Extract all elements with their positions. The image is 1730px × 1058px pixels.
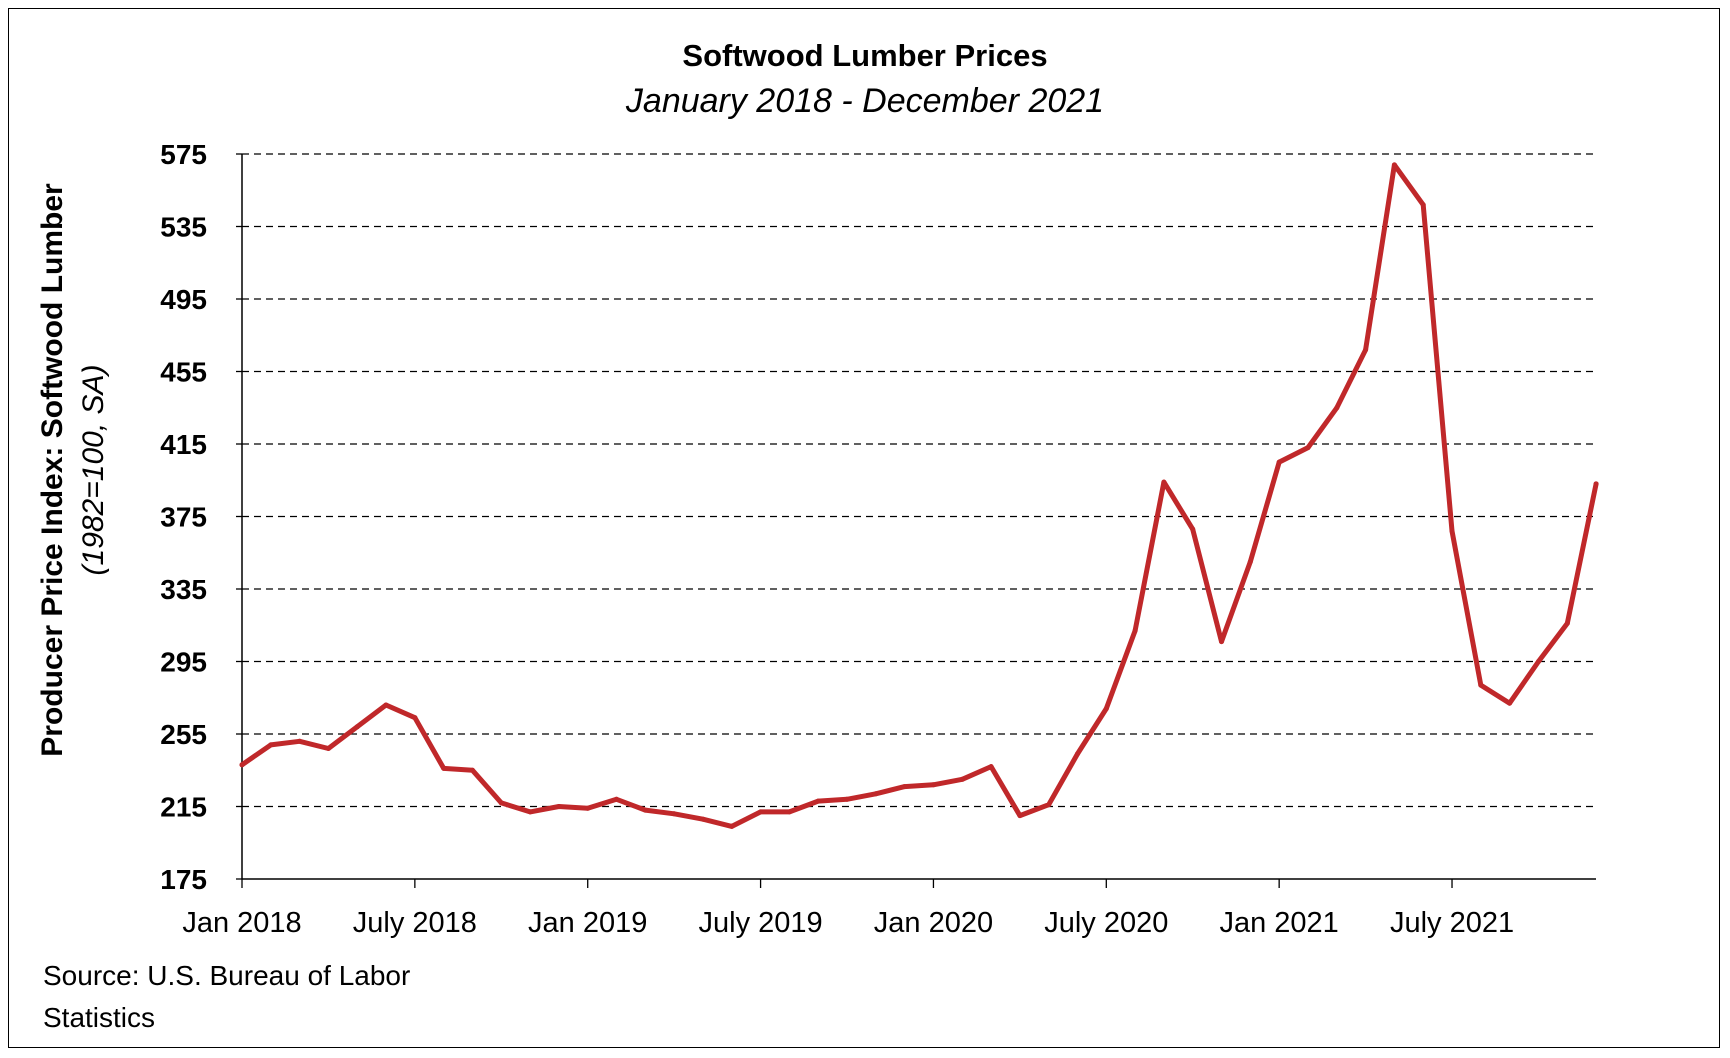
x-tick-label: July 2021 [1390, 907, 1514, 939]
x-tick-label: July 2020 [1044, 907, 1168, 939]
data-point [1046, 802, 1052, 808]
x-tick-label: Jan 2019 [528, 907, 647, 939]
chart-frame [8, 8, 1720, 1048]
data-point [1391, 162, 1397, 168]
data-point [988, 764, 994, 770]
data-point [642, 807, 648, 813]
data-point [930, 782, 936, 788]
data-point [441, 765, 447, 771]
chart-title: Softwood Lumber Prices [682, 38, 1048, 73]
data-point [729, 823, 735, 829]
data-point [1075, 751, 1080, 757]
data-point [1161, 479, 1167, 485]
x-tick-label: Jan 2021 [1219, 907, 1338, 939]
y-axis-label-units: (1982=100, SA) [77, 365, 110, 576]
y-tick-label: 575 [160, 139, 207, 170]
data-point [1017, 813, 1023, 819]
data-point [470, 767, 475, 773]
y-axis-label-main: Producer Price Index: Softwood Lumber [36, 183, 69, 757]
data-point [1132, 628, 1138, 634]
data-point [585, 805, 591, 811]
data-point [1305, 445, 1311, 451]
data-point [527, 809, 533, 815]
data-point [959, 776, 965, 782]
data-point [1478, 682, 1484, 688]
data-point [844, 796, 850, 802]
data-point [758, 809, 764, 815]
y-axis-label-units-text: (1982=100, SA) [77, 365, 110, 576]
data-point [1334, 405, 1340, 411]
data-point [1507, 700, 1513, 706]
y-tick-label: 335 [160, 574, 207, 605]
data-point [412, 715, 418, 721]
data-point [1219, 639, 1224, 645]
data-point [614, 796, 619, 802]
data-point [1449, 528, 1455, 534]
data-point [700, 816, 706, 822]
y-tick-label: 295 [160, 647, 207, 678]
y-tick-label: 535 [160, 212, 207, 243]
data-point [1420, 202, 1426, 208]
data-point [383, 702, 389, 708]
source-note: Source: U.S. Bureau of Labor Statistics [43, 960, 411, 1033]
data-point [902, 784, 908, 790]
y-tick-label: 255 [160, 719, 207, 750]
y-tick-label: 495 [160, 284, 207, 315]
data-point [268, 742, 274, 748]
data-point [354, 724, 360, 730]
x-tick-labels: Jan 2018 July 2018 Jan 2019 July 2019 Jan 20… [182, 879, 1514, 939]
data-point [1363, 347, 1369, 353]
data-point [1190, 526, 1196, 532]
data-point [297, 738, 303, 744]
x-tick-label: July 2019 [699, 907, 823, 939]
x-tick-label: Jan 2018 [182, 907, 301, 939]
y-tick-label: 375 [160, 502, 207, 533]
data-point [1247, 559, 1253, 565]
y-tick-label: 175 [160, 864, 207, 895]
data-point [786, 809, 792, 815]
x-tick-label: July 2018 [353, 907, 477, 939]
data-point [325, 746, 331, 751]
y-tick-label: 415 [160, 429, 207, 460]
y-tick-label: 215 [160, 792, 207, 823]
y-tick-labels: 175 215 255 295 335 375 415 455 495 535 575 [160, 139, 242, 895]
y-tick-label: 455 [160, 357, 207, 388]
data-point [1564, 620, 1570, 626]
data-point [873, 791, 879, 797]
y-axis-label: Producer Price Index: Softwood Lumber [36, 183, 69, 757]
data-point [1593, 481, 1599, 487]
data-point [498, 800, 504, 806]
data-point [815, 798, 821, 804]
chart-subtitle: January 2018 - December 2021 [625, 82, 1105, 120]
data-point [1536, 659, 1541, 664]
series-lines [239, 162, 1599, 829]
data-point [1276, 459, 1282, 465]
gridlines [242, 153, 1596, 808]
data-point [239, 762, 245, 768]
data-point [1103, 706, 1109, 712]
x-tick-label: Jan 2020 [874, 907, 993, 939]
series-line [239, 162, 1599, 829]
data-point [556, 804, 562, 809]
data-point [671, 811, 677, 817]
